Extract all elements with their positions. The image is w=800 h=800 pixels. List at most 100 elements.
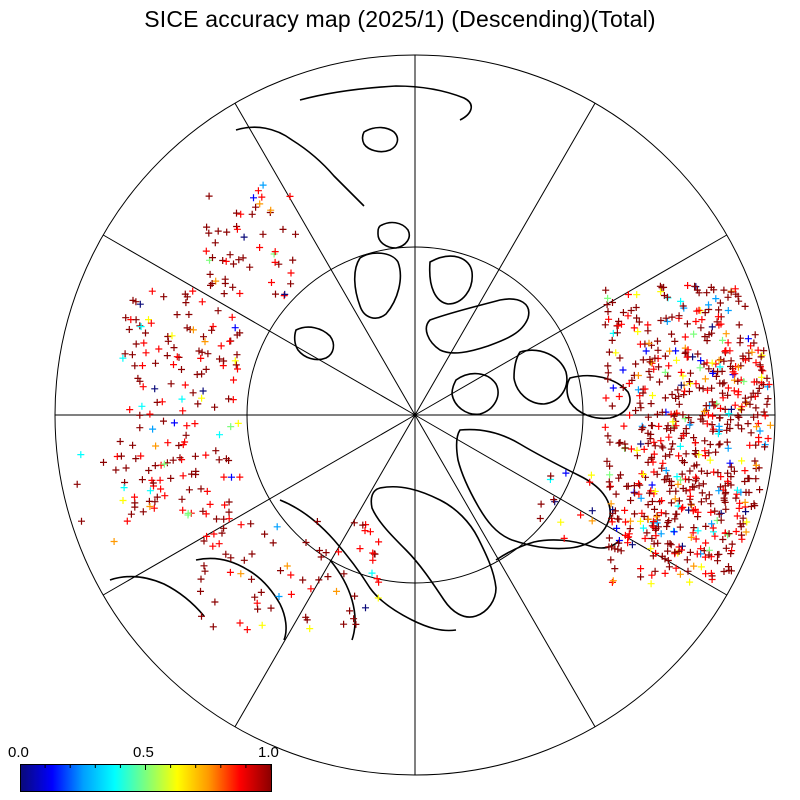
north-america-coast [455,428,611,550]
accuracy-marker [684,346,692,354]
accuracy-marker [232,361,240,369]
accuracy-marker [691,439,699,447]
taymyr-coast [293,326,335,361]
accuracy-marker [601,423,609,431]
accuracy-marker [606,471,614,479]
greenland-coast [353,252,402,319]
accuracy-marker [603,301,611,309]
accuracy-marker [248,210,256,218]
accuracy-marker [116,438,124,445]
accuracy-marker [316,547,323,554]
accuracy-marker [227,423,235,431]
accuracy-marker [640,513,648,520]
meridian-line [414,234,728,416]
accuracy-marker [350,519,358,527]
accuracy-marker [179,472,187,480]
accuracy-marker [676,442,684,450]
accuracy-marker [659,444,667,452]
accuracy-marker [678,505,686,513]
accuracy-marker [679,372,687,380]
accuracy-marker [683,320,691,328]
accuracy-marker [635,318,643,326]
accuracy-marker [713,318,721,326]
colorbar-min-label: 0.0 [8,744,29,761]
accuracy-marker [652,525,660,533]
accuracy-marker [179,407,187,415]
accuracy-marker [736,499,744,507]
accuracy-marker [140,339,148,347]
accuracy-marker [306,625,314,633]
accuracy-marker [639,356,647,364]
accuracy-marker [605,315,613,323]
accuracy-marker [633,446,641,454]
accuracy-marker [677,476,684,484]
accuracy-marker [672,487,680,495]
accuracy-marker [616,439,624,446]
accuracy-marker [369,549,377,557]
accuracy-marker [275,593,283,600]
accuracy-marker [686,548,694,556]
accuracy-marker [672,347,680,355]
accuracy-marker [728,547,736,555]
accuracy-marker [615,515,623,523]
accuracy-marker [236,290,244,297]
accuracy-marker [170,344,178,352]
accuracy-marker [373,575,381,583]
accuracy-marker [681,415,689,423]
accuracy-marker [220,290,228,298]
accuracy-marker [206,500,214,508]
accuracy-marker [661,352,669,360]
accuracy-marker [181,438,189,446]
accuracy-marker [283,562,291,570]
accuracy-marker [110,538,118,545]
accuracy-marker [317,553,325,561]
accuracy-marker [704,411,712,419]
accuracy-marker [733,486,741,494]
accuracy-marker [665,433,673,441]
accuracy-marker [335,548,342,556]
accuracy-marker [637,404,645,412]
accuracy-marker [235,256,243,264]
accuracy-marker [703,337,711,345]
accuracy-marker [139,383,147,391]
accuracy-marker [649,458,657,466]
accuracy-marker [149,425,157,433]
accuracy-marker [644,515,652,523]
accuracy-marker [132,455,140,463]
accuracy-marker [179,506,187,514]
accuracy-marker [734,421,742,429]
accuracy-marker [719,380,727,388]
accuracy-marker [189,326,197,334]
accuracy-marker [662,510,670,518]
accuracy-marker [674,386,682,394]
accuracy-marker [259,181,267,189]
accuracy-marker [664,372,672,380]
accuracy-marker [714,430,722,438]
east-siberia-coast [195,557,287,641]
accuracy-marker [678,542,686,550]
accuracy-marker [234,365,241,373]
accuracy-marker [738,535,746,543]
accuracy-marker [692,318,700,325]
accuracy-marker [658,284,666,292]
accuracy-marker [651,354,659,362]
accuracy-marker [735,297,743,305]
accuracy-marker [658,442,666,450]
accuracy-marker [677,381,685,389]
accuracy-marker [736,334,744,342]
accuracy-marker [302,613,310,621]
accuracy-marker [653,513,660,521]
accuracy-marker [741,478,749,485]
accuracy-marker [698,316,706,324]
accuracy-marker [248,550,256,558]
accuracy-marker [369,556,377,564]
accuracy-marker [119,497,127,504]
scandinavia-coast [235,126,365,207]
accuracy-marker [735,413,743,421]
accuracy-marker [657,509,665,517]
accuracy-marker [78,517,85,525]
accuracy-marker [764,435,772,442]
accuracy-marker [220,473,228,481]
accuracy-marker [630,324,638,332]
accuracy-marker [745,475,753,483]
